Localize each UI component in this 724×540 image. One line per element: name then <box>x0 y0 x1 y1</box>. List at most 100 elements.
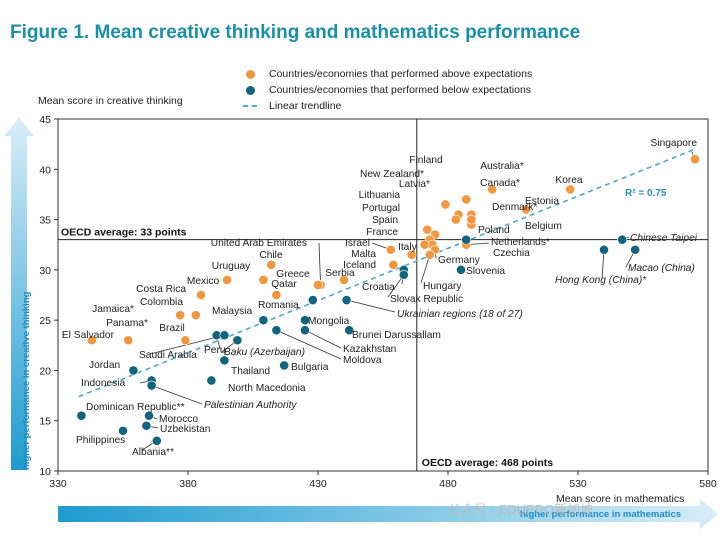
point-label: Dominican Republic** <box>86 402 185 413</box>
data-point <box>388 259 399 270</box>
data-point <box>307 295 318 305</box>
data-point <box>271 325 282 336</box>
point-label: Croatia <box>362 282 395 293</box>
x-tick-label: 530 <box>569 478 587 490</box>
point-label: Qatar <box>271 279 297 290</box>
point-label: Spain <box>372 215 398 226</box>
oecd-average-y-label: OECD average: 33 points <box>61 227 187 239</box>
data-point <box>232 335 243 346</box>
point-label: Latvia* <box>399 179 430 190</box>
data-point <box>271 290 282 300</box>
point-label: Colombia <box>140 297 183 308</box>
point-label: Hungary <box>423 281 462 292</box>
point-label: Malta <box>351 249 376 260</box>
point-label: Chile <box>259 250 283 261</box>
data-point <box>521 204 531 215</box>
x-tick-label: 380 <box>179 478 197 490</box>
data-point <box>258 315 269 326</box>
x-tick-label: 580 <box>699 478 717 490</box>
legend-item-trendline: Linear trendline <box>243 98 532 114</box>
data-point <box>630 244 641 255</box>
point-label: Morocco <box>159 414 198 425</box>
point-label: Italy <box>398 242 418 253</box>
x-tick-label: 480 <box>439 478 457 490</box>
data-point <box>180 335 191 346</box>
point-label: Panama* <box>106 318 148 329</box>
watermark: 公众号 · EDUPRO新加坡 <box>448 502 594 517</box>
data-point <box>617 234 628 245</box>
data-point <box>196 290 206 300</box>
point-label: Jordan <box>89 360 120 371</box>
data-point <box>175 310 186 321</box>
point-label: Ukrainian regions (18 of 27) <box>397 309 523 320</box>
data-point <box>76 410 87 421</box>
legend-label-trendline: Linear trendline <box>269 100 342 112</box>
y-tick-label: 15 <box>39 416 51 428</box>
point-label: Kazakhstan <box>343 344 396 355</box>
point-label: Mongolia <box>308 316 350 327</box>
data-point <box>599 244 609 255</box>
point-label: Belgium <box>525 221 562 232</box>
data-point <box>450 214 461 225</box>
y-axis-label: Mean score in creative thinking <box>38 95 183 107</box>
point-label: Indonesia <box>81 378 126 389</box>
point-label: El Salvador <box>62 330 115 341</box>
point-label: Thailand <box>231 366 270 377</box>
point-label: Uzbekistan <box>160 424 210 435</box>
data-point <box>300 315 310 326</box>
data-point <box>690 154 700 165</box>
chart-title: Figure 1. Mean creative thinking and mat… <box>10 22 581 43</box>
point-label: Jamaica* <box>92 304 134 315</box>
data-point <box>419 239 430 250</box>
point-label: Finland <box>409 155 443 166</box>
data-point <box>118 425 128 436</box>
data-point <box>344 325 355 336</box>
data-point <box>279 360 290 371</box>
data-point <box>151 435 162 446</box>
leader-line <box>151 385 203 405</box>
point-label: Iceland <box>343 260 376 271</box>
data-point <box>424 249 435 260</box>
point-label: Romania <box>258 300 299 311</box>
data-point <box>190 310 201 321</box>
point-label: Brazil <box>159 323 184 334</box>
oecd-average-x-label: OECD average: 468 points <box>422 457 553 469</box>
data-point <box>146 380 157 391</box>
y-tick-label: 30 <box>39 265 51 277</box>
point-label: Serbia <box>325 268 355 279</box>
dashed-line-icon <box>243 105 257 107</box>
point-label: Canada* <box>480 178 520 189</box>
y-direction-label: higher performance in creative thinking <box>21 291 32 470</box>
point-label: Lithuania <box>359 190 401 201</box>
data-point <box>487 184 498 195</box>
legend-item-below: Countries/economies that performed below… <box>243 82 532 98</box>
data-point <box>144 410 154 421</box>
data-point <box>339 275 349 285</box>
point-label: Baku (Azerbaijan) <box>224 347 305 358</box>
x-tick-label: 330 <box>49 478 67 490</box>
data-point <box>222 275 232 285</box>
point-label: Slovak Republic <box>390 294 463 305</box>
x-tick-label: 430 <box>309 478 327 490</box>
data-point <box>341 295 352 305</box>
point-label: Saudi Arabia <box>139 350 197 361</box>
point-label: Germany <box>438 255 481 266</box>
x-direction-label: higher performance in mathematics <box>520 509 682 520</box>
leader-line <box>420 254 431 284</box>
data-point <box>123 335 134 346</box>
data-point <box>565 184 576 195</box>
point-label: New Zealand* <box>360 169 424 180</box>
point-label: Malaysia <box>212 306 253 317</box>
point-label: Netherlands* <box>491 237 550 248</box>
orange-dot-icon <box>245 69 255 79</box>
point-label: Australia* <box>480 161 524 172</box>
data-point <box>141 420 152 431</box>
data-point <box>219 355 230 366</box>
data-point <box>206 375 217 386</box>
data-point <box>266 259 277 270</box>
data-point <box>86 335 97 346</box>
point-label: Albania** <box>132 447 174 458</box>
data-point <box>219 330 230 341</box>
legend-item-above: Countries/economies that performed above… <box>243 66 532 82</box>
legend-label-above: Countries/economies that performed above… <box>269 68 533 80</box>
